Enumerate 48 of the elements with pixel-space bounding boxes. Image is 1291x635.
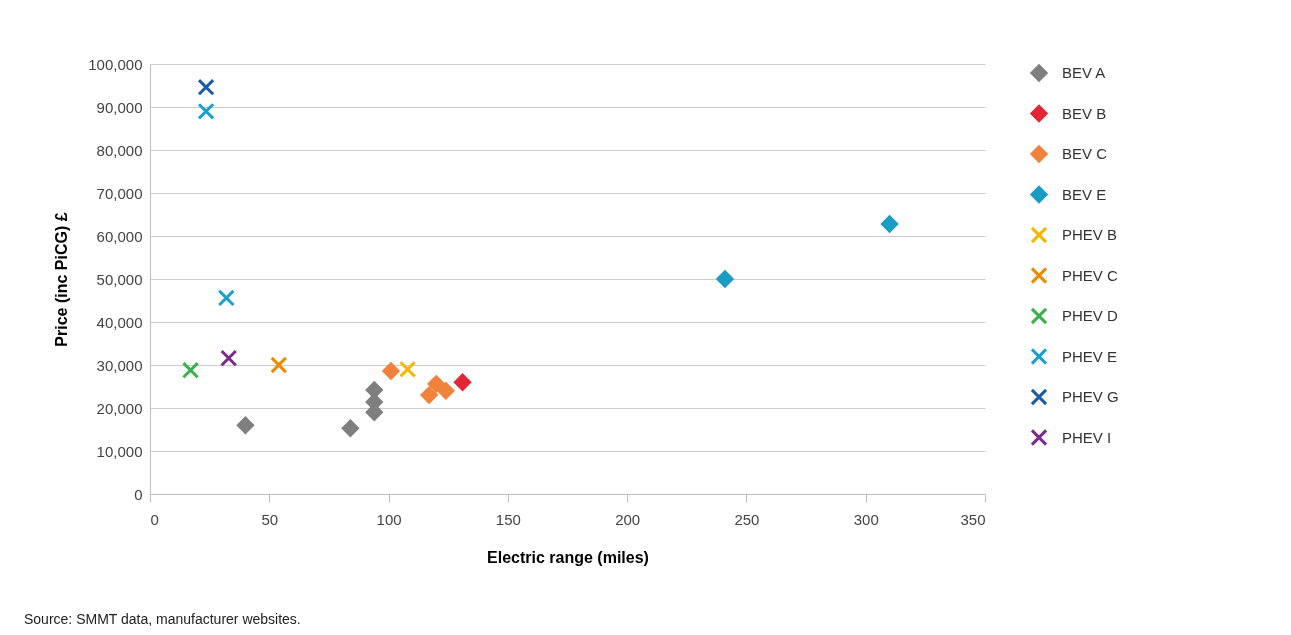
y-tick-label: 30,000	[96, 356, 143, 374]
y-tick-label: 40,000	[96, 313, 143, 331]
legend-label: PHEV G	[1062, 388, 1119, 405]
point	[270, 356, 288, 374]
legend-label: BEV B	[1062, 104, 1107, 122]
point	[453, 373, 472, 391]
point	[220, 349, 238, 367]
x-tick-label: 200	[615, 510, 641, 528]
y-tick-label: 0	[134, 485, 143, 503]
x-tick-label: 150	[495, 510, 521, 528]
y-tick-label: 100,000	[88, 55, 143, 73]
legend-label: BEV C	[1062, 145, 1108, 162]
point	[382, 362, 400, 380]
point	[437, 382, 455, 400]
y-tick-label: 60,000	[96, 227, 143, 245]
x-tick-label: 50	[261, 510, 279, 528]
point	[427, 375, 445, 393]
point	[236, 416, 254, 434]
y-tick-label: 90,000	[96, 98, 143, 116]
y-tick-label: 20,000	[96, 399, 143, 417]
point	[881, 215, 899, 233]
legend-label: PHEV I	[1062, 428, 1112, 446]
legend-label: PHEV C	[1062, 266, 1119, 284]
legend-label: PHEV B	[1062, 226, 1118, 243]
point	[341, 419, 359, 437]
y-tick-label: 80,000	[96, 141, 143, 159]
y-tick-label: 10,000	[96, 442, 143, 460]
x-tick-label: 100	[376, 510, 402, 528]
y-tick-label: 70,000	[96, 184, 143, 202]
legend-label: BEV E	[1062, 185, 1107, 203]
point	[420, 386, 438, 404]
point	[716, 270, 734, 288]
x-tick-label: 0	[150, 510, 159, 528]
source-note: Source: SMMT data, manufacturer websites.	[24, 611, 301, 627]
legend-label: PHEV E	[1062, 347, 1118, 365]
y-axis-title: Price (inc PiCG) £	[53, 212, 71, 347]
point	[181, 361, 200, 379]
y-tick-label: 50,000	[96, 270, 143, 288]
legend-label: BEV A	[1062, 64, 1106, 81]
legend-label: PHEV D	[1062, 307, 1119, 324]
point	[399, 360, 417, 378]
point	[197, 102, 215, 120]
point	[197, 78, 215, 96]
x-tick-label: 300	[853, 510, 879, 528]
x-tick-label: 250	[734, 510, 760, 528]
point	[217, 289, 235, 307]
x-tick-label: 350	[960, 510, 986, 528]
x-axis-title: Electric range (miles)	[487, 548, 649, 566]
